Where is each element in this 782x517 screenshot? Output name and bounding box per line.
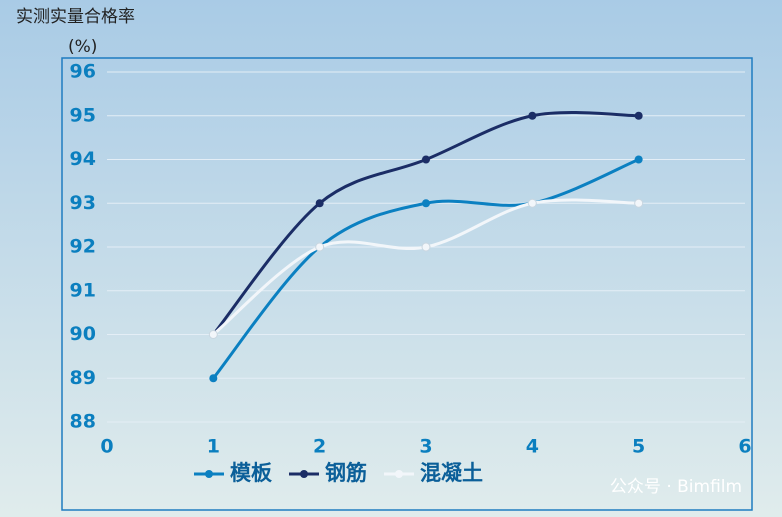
data-point bbox=[422, 155, 430, 164]
y-axis-label: (%) bbox=[68, 37, 97, 57]
data-point bbox=[315, 242, 325, 252]
legend-marker bbox=[300, 470, 308, 478]
data-point bbox=[634, 198, 644, 208]
x-tick-label: 6 bbox=[738, 436, 751, 458]
y-tick-label: 89 bbox=[70, 367, 96, 389]
data-point bbox=[634, 155, 643, 164]
plot-frame bbox=[61, 57, 753, 511]
legend-label: 模板 bbox=[230, 461, 273, 485]
legend-marker bbox=[395, 470, 403, 478]
series-line bbox=[212, 158, 640, 380]
legend-marker bbox=[205, 470, 213, 478]
legend-label: 钢筋 bbox=[325, 461, 367, 485]
legend-label: 混凝土 bbox=[420, 461, 483, 485]
data-point bbox=[209, 374, 218, 383]
x-tick-label: 0 bbox=[100, 436, 113, 458]
data-point bbox=[421, 242, 431, 252]
x-tick-label: 2 bbox=[313, 436, 326, 458]
data-point bbox=[528, 111, 537, 120]
y-tick-label: 92 bbox=[70, 236, 96, 258]
y-tick-label: 95 bbox=[70, 104, 96, 126]
x-tick-label: 5 bbox=[632, 436, 645, 458]
data-point bbox=[315, 199, 324, 208]
x-tick-label: 1 bbox=[207, 436, 220, 458]
y-tick-label: 88 bbox=[70, 411, 96, 433]
y-tick-label: 90 bbox=[70, 323, 96, 345]
y-tick-label: 94 bbox=[70, 148, 96, 170]
y-tick-label: 96 bbox=[70, 61, 96, 83]
chart-title: 实测实量合格率 bbox=[16, 7, 135, 27]
y-tick-label: 91 bbox=[70, 279, 96, 301]
data-point bbox=[527, 198, 537, 208]
data-point bbox=[208, 330, 218, 339]
series-line bbox=[212, 111, 639, 336]
data-point bbox=[634, 111, 643, 120]
x-tick-label: 3 bbox=[419, 436, 432, 458]
y-tick-label: 93 bbox=[70, 192, 96, 214]
data-point bbox=[422, 199, 430, 208]
x-tick-label: 4 bbox=[526, 436, 539, 458]
watermark: 公众号 · Bimfilm bbox=[610, 477, 742, 497]
